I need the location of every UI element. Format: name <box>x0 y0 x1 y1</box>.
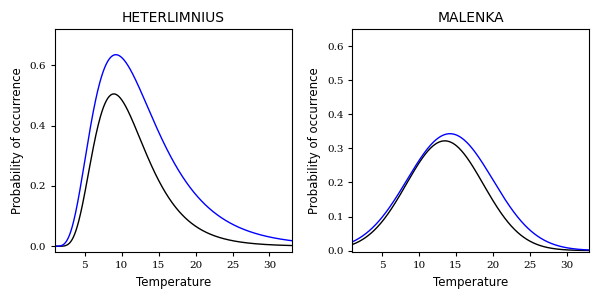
Title: MALENKA: MALENKA <box>437 11 504 25</box>
Title: HETERLIMNIUS: HETERLIMNIUS <box>122 11 225 25</box>
Y-axis label: Probability of occurrence: Probability of occurrence <box>11 67 24 214</box>
Y-axis label: Probability of occurrence: Probability of occurrence <box>308 67 322 214</box>
X-axis label: Temperature: Temperature <box>136 276 211 289</box>
X-axis label: Temperature: Temperature <box>433 276 508 289</box>
